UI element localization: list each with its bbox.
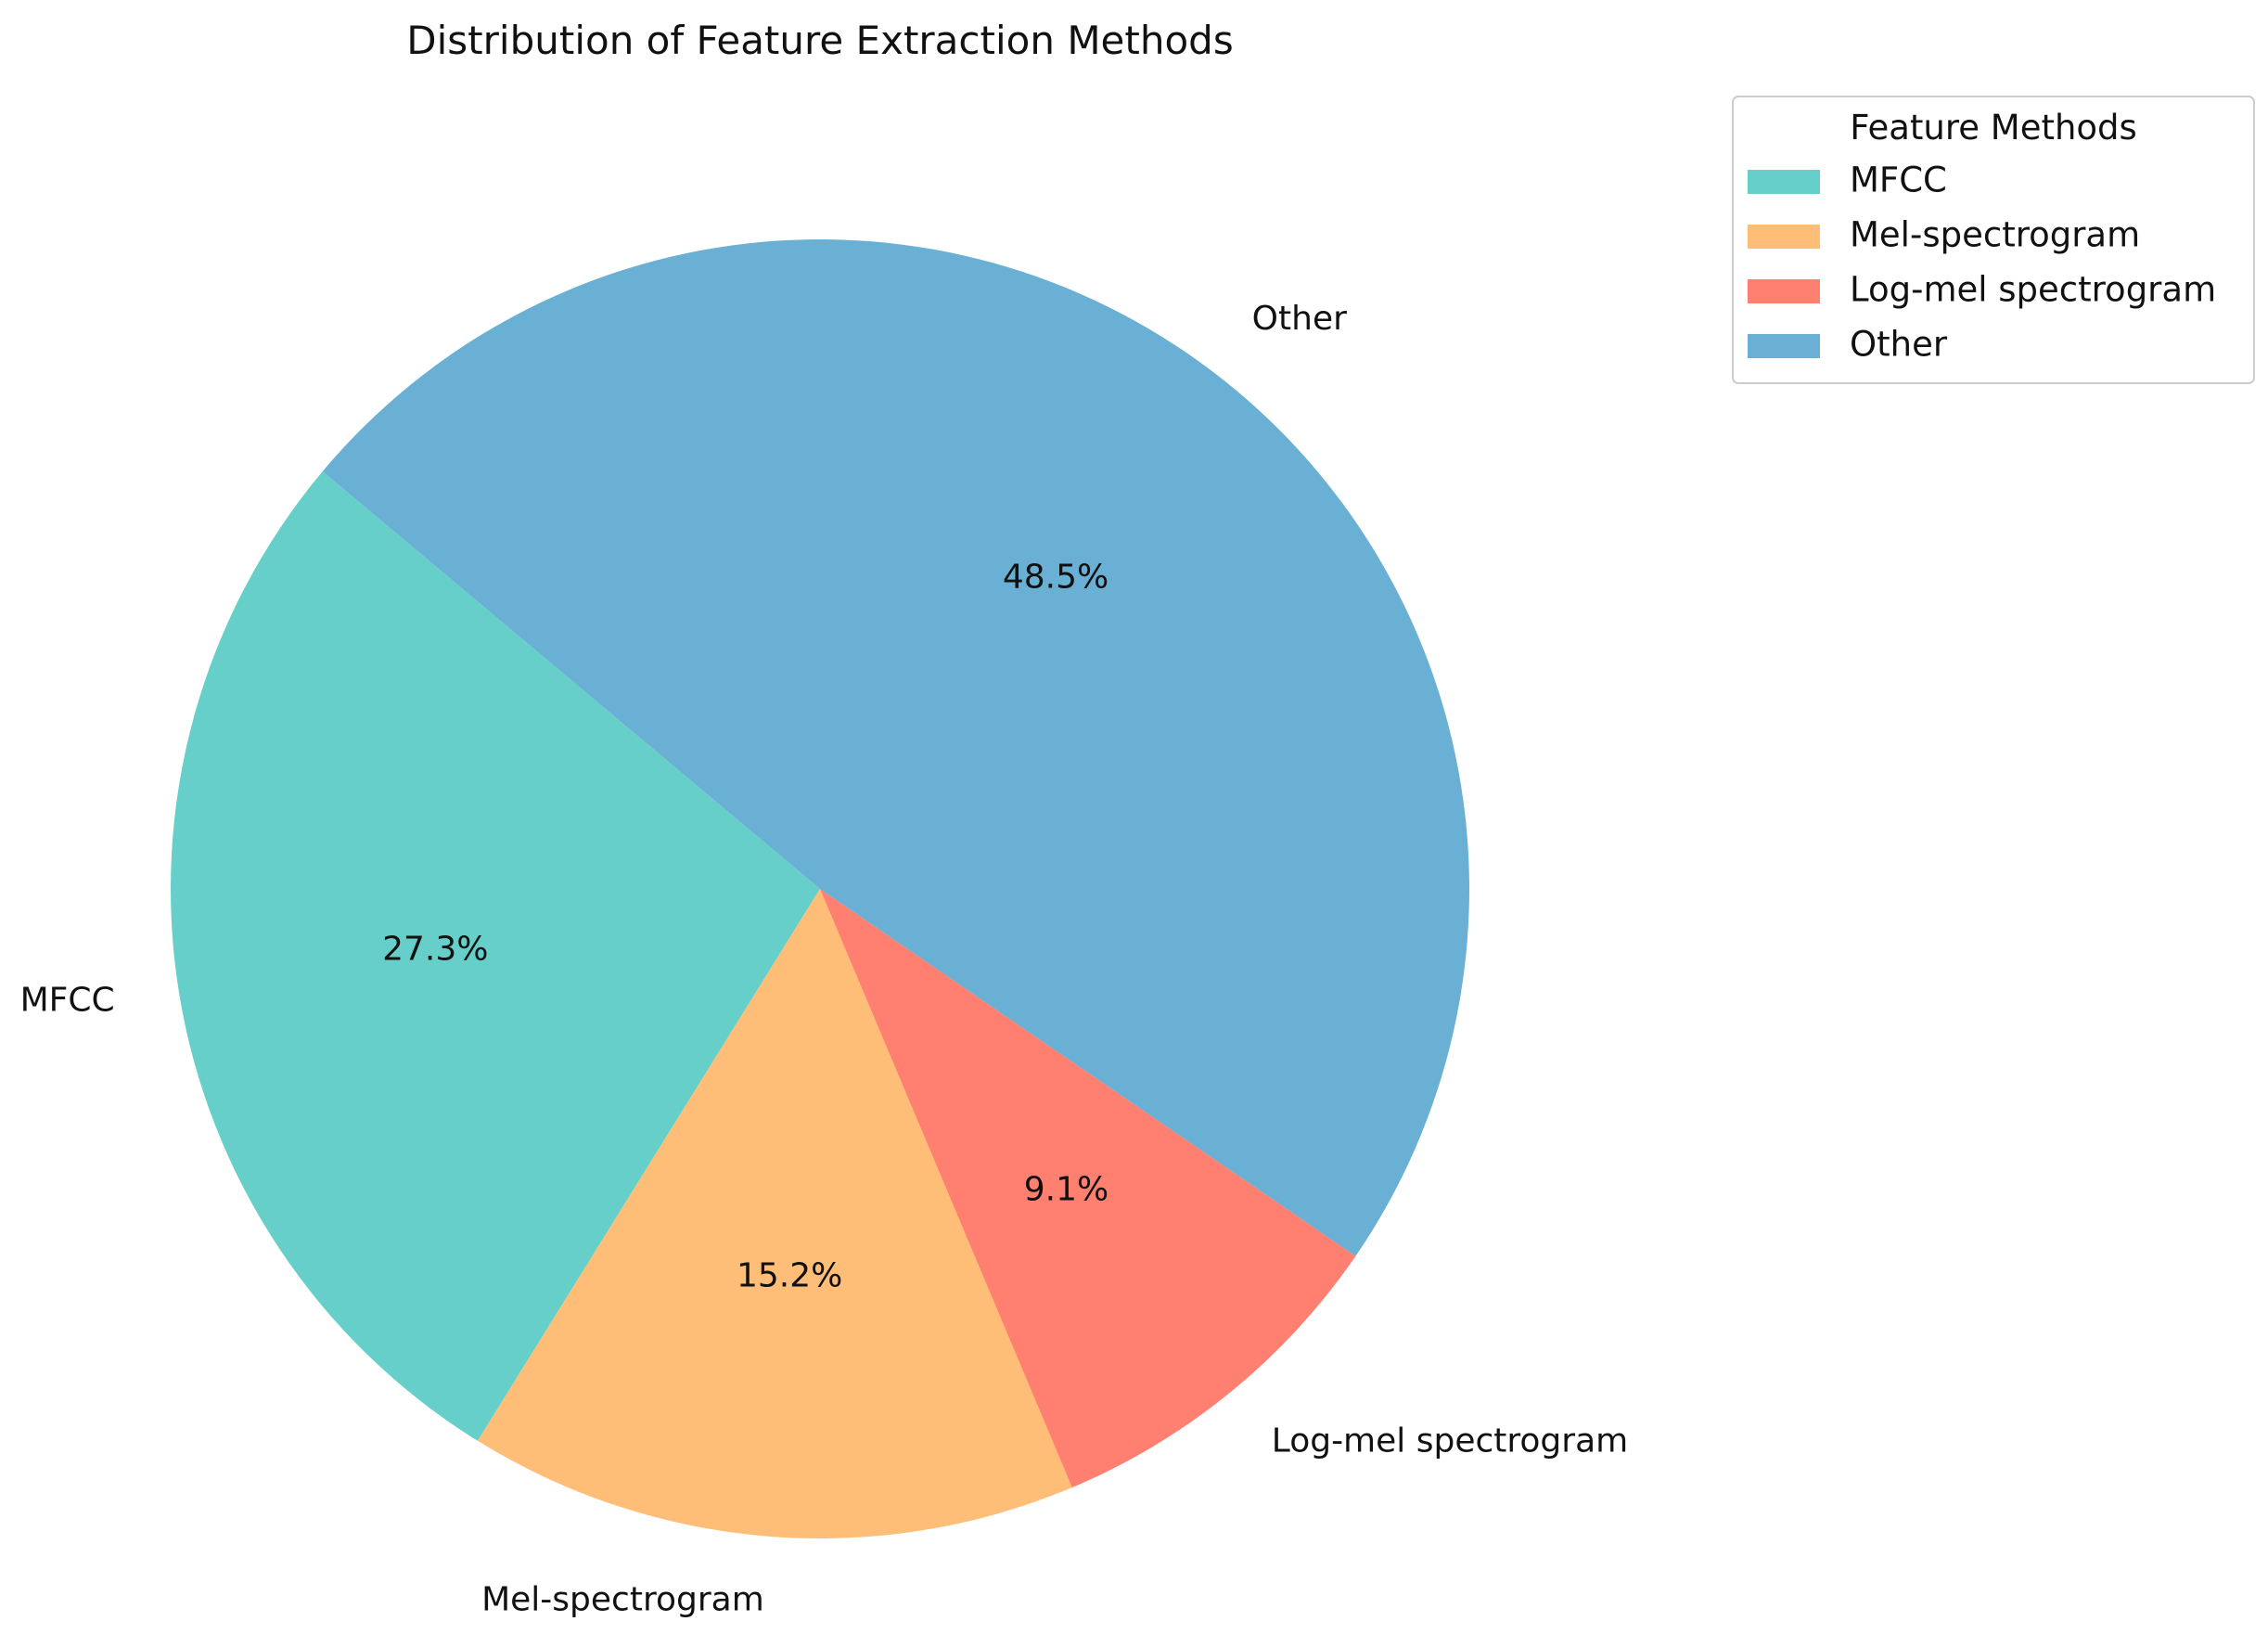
pie-slices <box>171 239 1469 1538</box>
slice-label-mel-spectrogram: Mel-spectrogram <box>481 1581 764 1619</box>
slice-label-log-mel-spectrogram: Log-mel spectrogram <box>1272 1422 1628 1460</box>
pie-slice-mel-spectrogram <box>477 889 1072 1538</box>
percent-label-mel-spectrogram: 15.2% <box>737 1257 842 1295</box>
slice-label-mfcc: MFCC <box>20 982 115 1020</box>
percent-label-mfcc: 27.3% <box>382 930 488 968</box>
legend-entries: MFCC Mel-spectrogram Log-mel spectrogram Ot… <box>1748 161 2216 365</box>
legend-label-other: Other <box>1850 325 1948 365</box>
legend-label-log-mel-spectrogram: Log-mel spectrogram <box>1850 270 2216 310</box>
legend-title: Feature Methods <box>1850 108 2137 148</box>
pie-slice-log-mel-spectrogram <box>820 889 1356 1488</box>
legend-frame <box>1732 96 2255 384</box>
legend-swatch-mel-spectrogram <box>1748 225 1820 249</box>
pie-slice-labels: MFCC Mel-spectrogram Log-mel spectrogram Ot… <box>20 300 1629 1619</box>
pie-percent-labels: 27.3% 15.2% 9.1% 48.5% <box>382 559 1108 1295</box>
legend-label-mfcc: MFCC <box>1850 161 1947 200</box>
slice-label-other: Other <box>1252 300 1347 338</box>
chart-title: Distribution of Feature Extraction Metho… <box>406 18 1233 63</box>
percent-label-other: 48.5% <box>1003 559 1108 597</box>
legend: Feature Methods MFCC Mel-spectrogram Log-m… <box>1732 96 2255 384</box>
pie-slice-mfcc <box>171 471 820 1441</box>
legend-swatch-other <box>1748 334 1820 358</box>
legend-swatch-mfcc <box>1748 170 1820 194</box>
legend-label-mel-spectrogram: Mel-spectrogram <box>1850 215 2140 255</box>
legend-swatch-log-mel-spectrogram <box>1748 279 1820 303</box>
pie-slice-other <box>322 239 1469 1256</box>
percent-label-log-mel-spectrogram: 9.1% <box>1024 1170 1108 1208</box>
